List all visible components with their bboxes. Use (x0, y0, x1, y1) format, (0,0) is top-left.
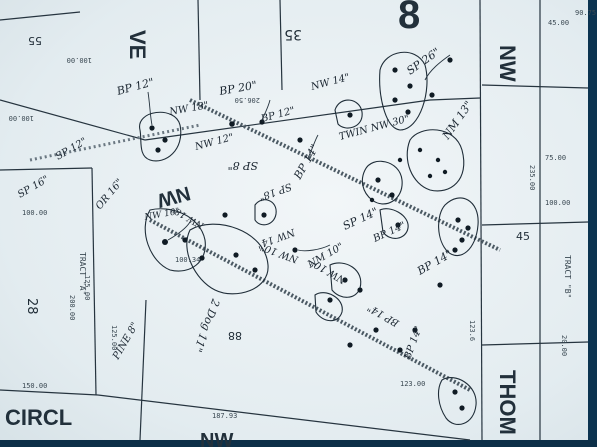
tract-a-label: TRACT "A" (78, 252, 87, 295)
dim-label: 235.00 (528, 165, 536, 190)
dim-label: 90.75 (575, 9, 596, 17)
property-lines (0, 0, 589, 441)
right-edge-strip (588, 0, 597, 447)
dim-label: 125.00 (110, 325, 118, 350)
tree-clusters (139, 51, 479, 425)
dimension-labels: 206.50 100.00 100.00 125.00 200.00 125.0… (9, 9, 596, 420)
street-label-bottom-center: NW (200, 430, 233, 447)
tree-note: NM 13" (439, 99, 475, 143)
tree-note: OR 16" (94, 177, 126, 212)
dim-label: 75.00 (545, 154, 566, 162)
tree-note: BP 12" (259, 105, 296, 125)
dim-label: 100.00 (545, 199, 570, 207)
tree-note: BP 14" (414, 247, 454, 278)
dim-label: 200.00 (68, 295, 76, 320)
street-label-bottom-left: CIRCL (5, 405, 72, 430)
tree-note: 2 Dog 11" (191, 296, 223, 354)
street-label-right-top: NW (495, 45, 520, 82)
tree-note: SP 14" (341, 205, 380, 233)
tree-note: BP 14" (371, 220, 408, 245)
street-label-right-bottom: THOM (495, 370, 520, 435)
tree-note: BP 14" (366, 301, 402, 328)
tree-note: SP 26" (404, 45, 442, 77)
dim-label: 100.00 (67, 56, 92, 64)
dim-label: 100.34 (175, 256, 200, 264)
tree-note: NW 12" (193, 132, 235, 153)
lot-number-45: 45 (516, 230, 530, 243)
dim-label: 123.00 (400, 380, 425, 388)
tree-note: SP 18" (257, 180, 293, 202)
tract-b-label: TRACT "B" (563, 255, 572, 298)
tree-note: BP 20" (217, 79, 258, 99)
dim-label: 20.00 (560, 335, 568, 356)
tree-note: NW 18" (168, 100, 210, 118)
tree-note: BP 14" (402, 325, 425, 362)
leader-lines (147, 54, 451, 252)
lot-number-55: 55 (28, 34, 42, 47)
dim-label: 150.00 (22, 382, 47, 390)
tree-note: NW 10" (259, 241, 301, 265)
dim-label: 206.50 (235, 96, 260, 104)
dim-label: 45.00 (548, 19, 569, 27)
tree-note: SP 12" (54, 136, 89, 163)
dim-label: 123.6 (468, 320, 476, 341)
dim-label: 100.00 (9, 114, 34, 122)
dim-label: 100.00 (22, 209, 47, 217)
tree-note: NW 14" (309, 72, 351, 93)
block-number-partial: 8 (398, 0, 420, 37)
dim-label: 187.93 (212, 412, 237, 420)
bottom-edge-strip (0, 440, 597, 447)
lot-number-28: 28 (24, 298, 39, 315)
tree-note: BP 12" (114, 75, 155, 98)
lot-number-35: 35 (284, 26, 302, 42)
street-label-top-left: VE (125, 30, 150, 59)
easement-line (29, 98, 501, 392)
tree-markers (149, 57, 471, 411)
dim-label: 125.00 (83, 275, 91, 300)
tree-note: SP 16" (16, 174, 51, 201)
tree-note: SP 8" (228, 159, 259, 172)
lot-number-88: 88 (228, 329, 242, 342)
